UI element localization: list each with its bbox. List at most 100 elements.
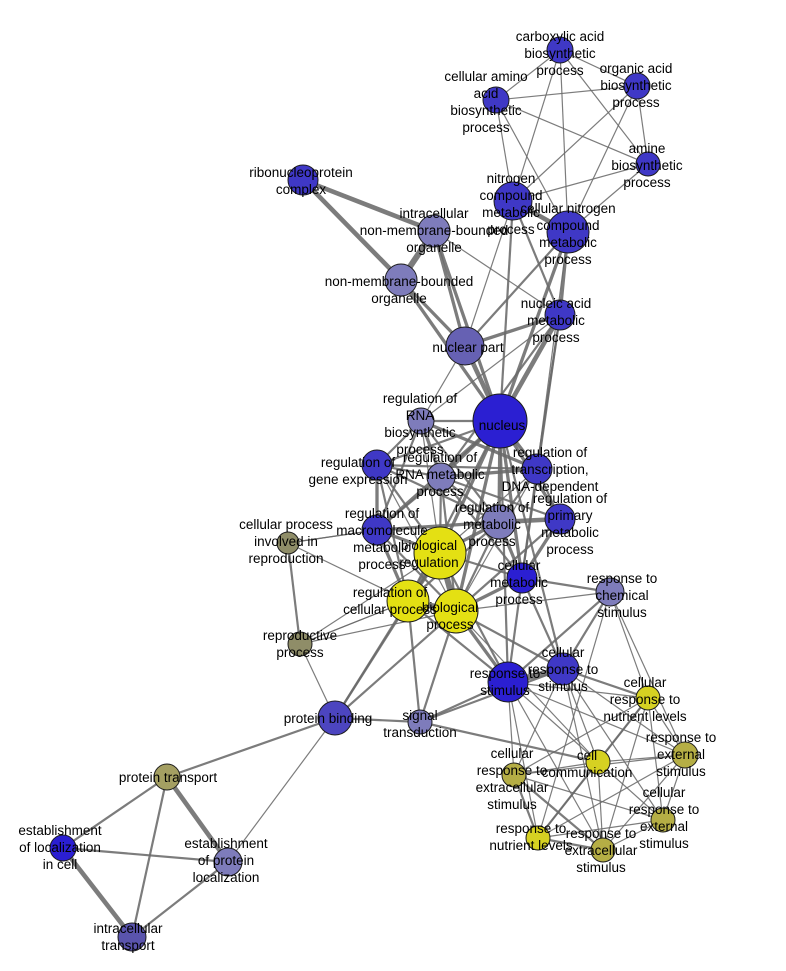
node-elc[interactable] bbox=[49, 834, 77, 862]
edge-rcs-crnl bbox=[609, 591, 649, 699]
edge-pt-epl bbox=[165, 775, 230, 864]
node-st[interactable] bbox=[407, 709, 433, 735]
node-nu[interactable] bbox=[472, 393, 528, 449]
node-cpr[interactable] bbox=[276, 531, 300, 555]
edge-epl-pb bbox=[227, 717, 336, 863]
node-it[interactable] bbox=[117, 922, 147, 952]
edge-pt-elc bbox=[62, 776, 168, 849]
node-label-recs: response to extracellular stimulus bbox=[565, 826, 638, 875]
node-epl[interactable] bbox=[213, 847, 243, 877]
node-crs[interactable] bbox=[546, 652, 580, 686]
node-label-rrm: regulation of RNA metabolic process bbox=[395, 450, 485, 499]
node-bp[interactable] bbox=[433, 588, 479, 634]
node-label-na: nucleic acid metabolic process bbox=[521, 296, 592, 345]
node-rtd[interactable] bbox=[521, 453, 553, 485]
edge-elc-it bbox=[61, 846, 134, 939]
node-inmb[interactable] bbox=[417, 214, 451, 248]
node-nc[interactable] bbox=[493, 181, 533, 221]
node-crexs[interactable] bbox=[650, 807, 676, 833]
node-cc[interactable] bbox=[585, 749, 611, 775]
edge-crexs-rnl bbox=[537, 819, 664, 839]
node-rp[interactable] bbox=[287, 631, 313, 657]
node-crecs[interactable] bbox=[501, 762, 527, 788]
node-rpm[interactable] bbox=[544, 503, 576, 535]
node-rmm[interactable] bbox=[361, 514, 393, 546]
node-rge[interactable] bbox=[361, 449, 393, 481]
node-label-bp: biological process bbox=[422, 600, 478, 632]
node-am[interactable] bbox=[635, 151, 661, 177]
edge-crs-cc bbox=[562, 668, 599, 763]
edge-rcp-pb bbox=[334, 600, 409, 719]
node-oa[interactable] bbox=[623, 72, 651, 100]
edge-rge-rmp bbox=[376, 464, 500, 523]
node-label-rmm: regulation of macromolecule metabolic proce… bbox=[336, 506, 428, 572]
edge-rrm-rpm bbox=[440, 475, 561, 521]
node-label-pb: protein binding bbox=[284, 711, 373, 726]
edge-rge-rtd bbox=[376, 463, 538, 471]
node-res[interactable] bbox=[671, 741, 699, 769]
node-rnl[interactable] bbox=[525, 825, 551, 851]
edge-rrb-rmp bbox=[420, 420, 500, 523]
node-label-cc: cell communication bbox=[542, 748, 633, 780]
node-recs[interactable] bbox=[590, 837, 616, 863]
edge-crnl-crecs bbox=[513, 697, 649, 776]
node-label-rtd: regulation of transcription, DNA-dependent bbox=[502, 445, 599, 494]
node-label-nmb: non-membrane-bounded organelle bbox=[325, 274, 474, 306]
node-pt[interactable] bbox=[153, 763, 181, 791]
node-label-crexs: cellular response to external stimulus bbox=[629, 785, 700, 851]
node-label-inmb: intracellular non-membrane-bounded organel… bbox=[360, 206, 509, 255]
node-cmp[interactable] bbox=[506, 562, 538, 594]
node-label-aa: cellular amino acid biosynthetic process bbox=[444, 69, 527, 135]
edge-rnp-inmb bbox=[302, 177, 435, 234]
edge-elc-epl bbox=[62, 846, 229, 864]
edge-pt-it bbox=[130, 776, 169, 938]
edge-crs-crexs bbox=[562, 668, 664, 821]
node-nmb[interactable] bbox=[384, 263, 418, 297]
node-label-elc: establishment of localization in cell bbox=[18, 823, 102, 872]
node-label-rge: regulation of gene expression bbox=[308, 455, 407, 487]
node-pb[interactable] bbox=[317, 700, 353, 736]
node-rnp[interactable] bbox=[287, 164, 319, 196]
edge-epl-it bbox=[131, 861, 229, 938]
edge-nc-nu bbox=[498, 200, 515, 422]
node-cn[interactable] bbox=[546, 210, 590, 254]
node-label-np: nuclear part bbox=[432, 340, 504, 355]
edge-rcs-rnl bbox=[537, 591, 611, 839]
node-crnl[interactable] bbox=[635, 685, 661, 711]
edge-rs-rnl bbox=[507, 681, 539, 839]
node-rs[interactable] bbox=[487, 661, 529, 703]
node-label-oa: organic acid biosynthetic process bbox=[600, 61, 673, 110]
node-label-cpr: cellular process involved in reproduction bbox=[239, 517, 333, 566]
edge-aa-am bbox=[495, 99, 649, 165]
node-label-epl: establishment of protein localization bbox=[184, 836, 268, 885]
edge-crexs-crecs bbox=[513, 774, 664, 821]
edge-rcs-rs bbox=[507, 591, 611, 683]
node-rmp[interactable] bbox=[481, 504, 517, 540]
node-br[interactable] bbox=[413, 526, 467, 580]
edge-res-recs bbox=[602, 754, 686, 851]
edge-ca-oa bbox=[559, 49, 638, 87]
node-ca[interactable] bbox=[546, 36, 574, 64]
edge-cmp-crs bbox=[520, 577, 565, 670]
node-rrb[interactable] bbox=[407, 407, 435, 435]
node-label-rcs: response to chemical stimulus bbox=[587, 571, 658, 620]
labels-layer: carboxylic acid biosynthetic processcellul… bbox=[18, 29, 716, 953]
edge-bp-rcs bbox=[455, 591, 611, 612]
node-label-rrb: regulation of RNA biosynthetic process bbox=[383, 391, 458, 457]
node-label-nu: nucleus bbox=[479, 418, 526, 433]
node-label-rs: response to stimulus bbox=[470, 666, 541, 698]
nodes-layer bbox=[49, 36, 699, 952]
node-rcp[interactable] bbox=[386, 579, 430, 623]
node-label-am: amine biosynthetic process bbox=[611, 141, 683, 190]
edge-crnl-recs bbox=[602, 697, 649, 851]
node-aa[interactable] bbox=[482, 86, 510, 114]
edge-rrm-cmp bbox=[440, 476, 523, 579]
node-na[interactable] bbox=[544, 299, 576, 331]
node-rrm[interactable] bbox=[426, 462, 456, 492]
node-np[interactable] bbox=[445, 326, 485, 366]
edge-res-rnl bbox=[537, 754, 686, 839]
node-label-cmp: cellular metabolic process bbox=[490, 558, 548, 607]
node-rcs[interactable] bbox=[595, 577, 625, 607]
